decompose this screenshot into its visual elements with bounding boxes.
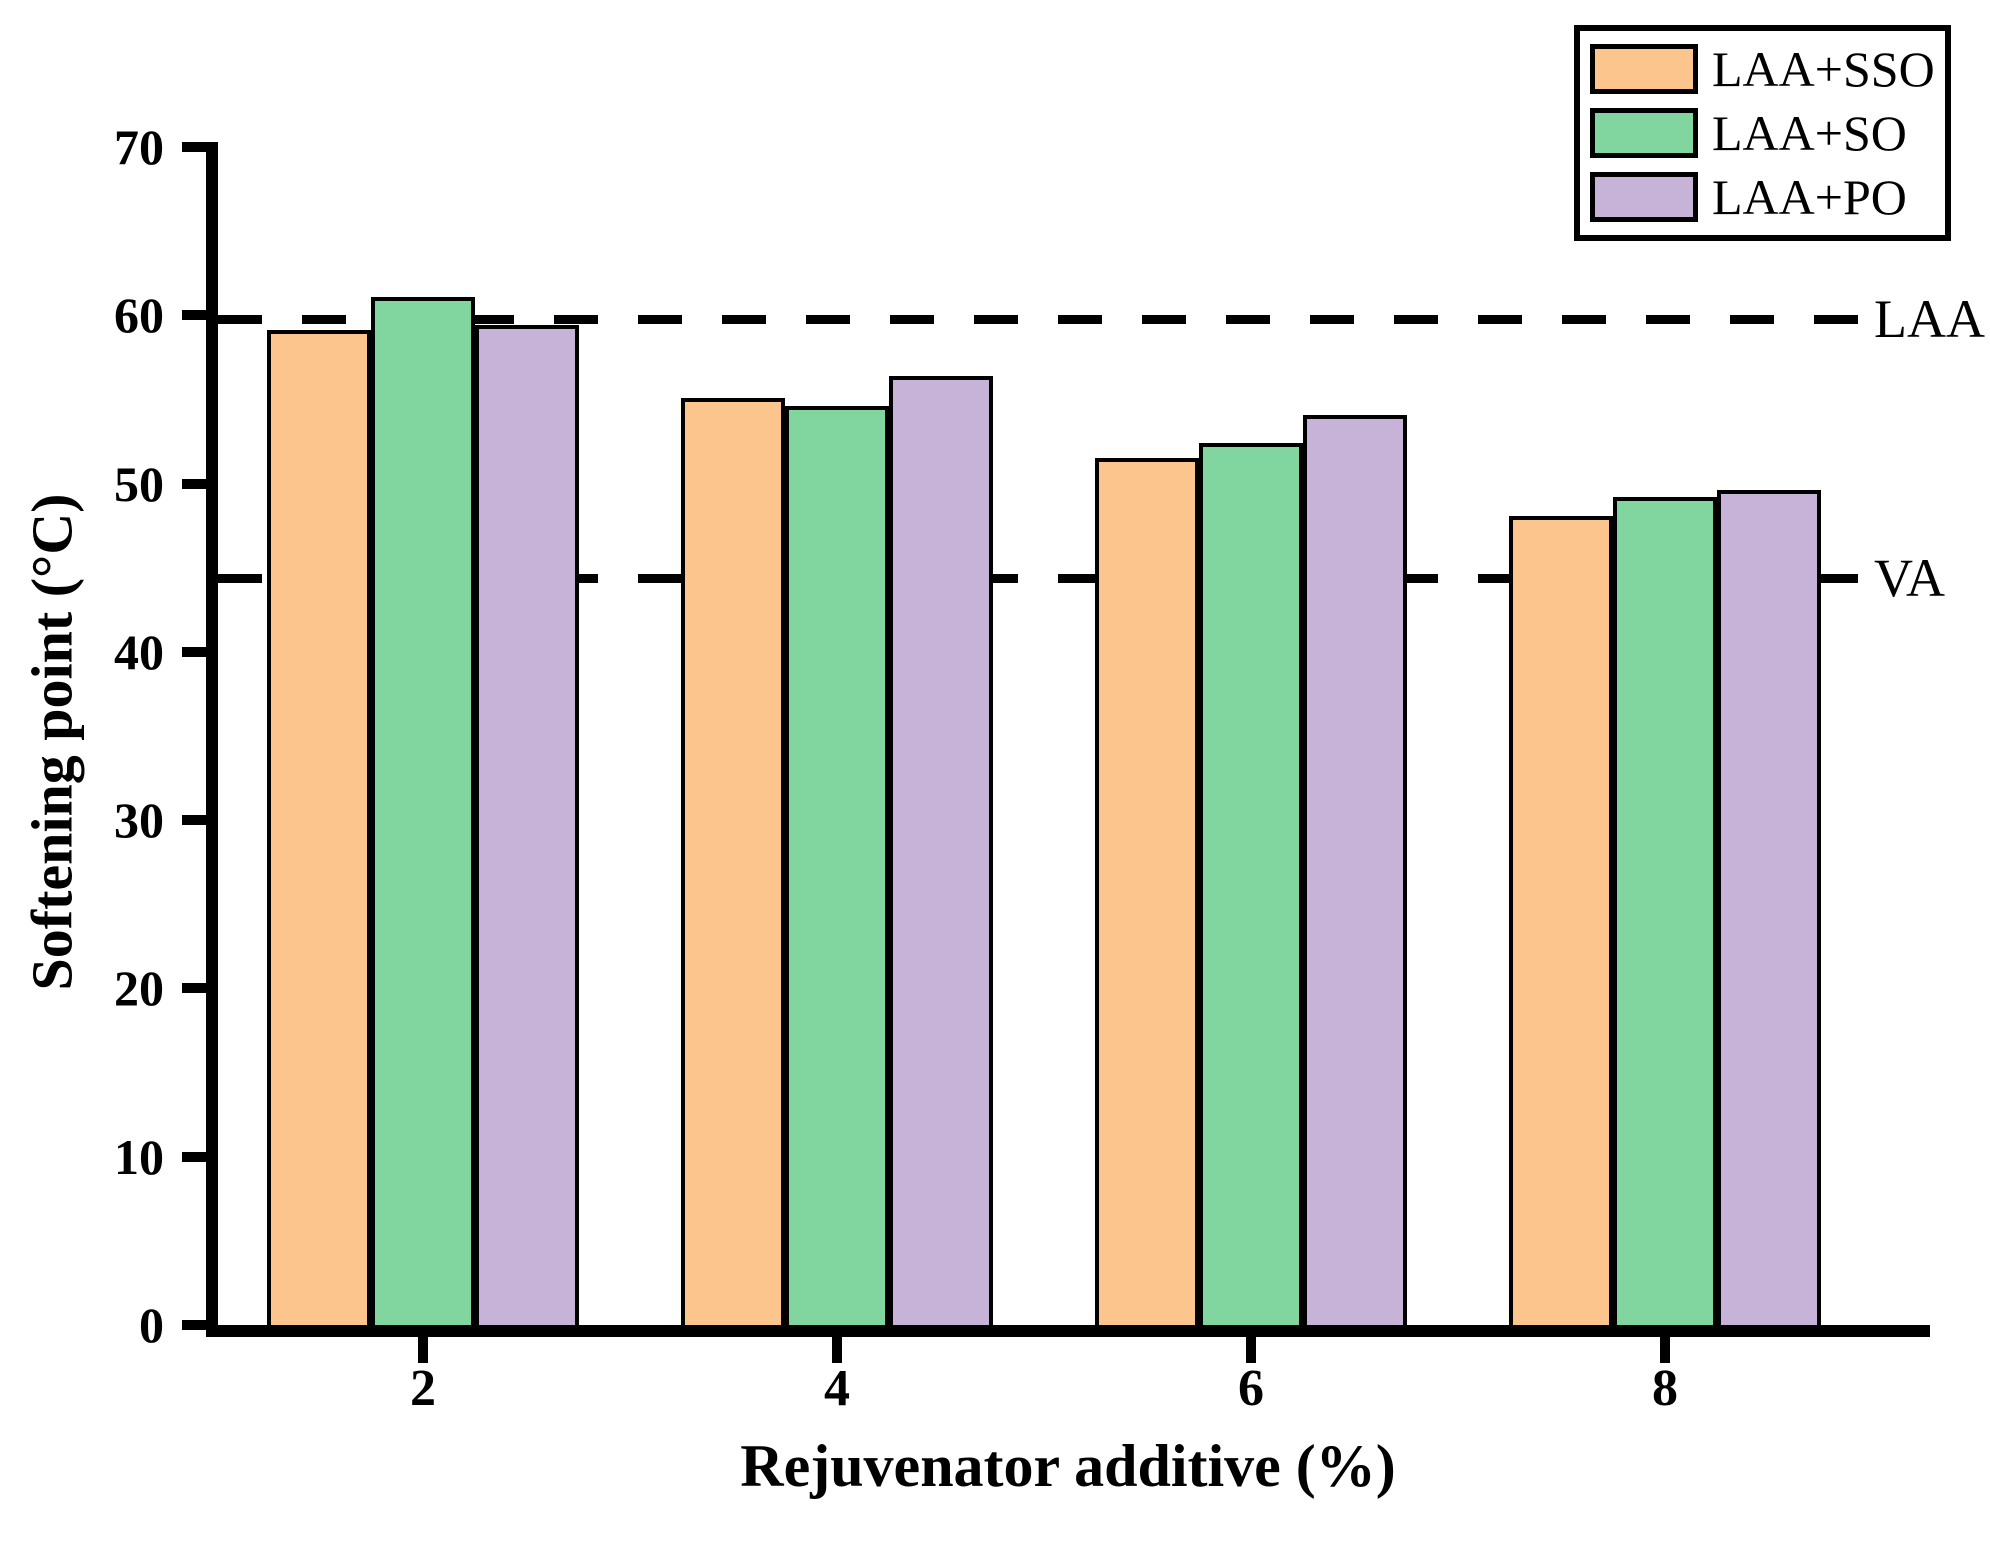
bar-laa-so-6 — [1199, 443, 1303, 1325]
legend-swatch — [1590, 44, 1698, 94]
legend-label: LAA+PO — [1712, 169, 1907, 225]
x-axis-tick-label: 2 — [410, 1360, 436, 1417]
y-axis-tick-label: 50 — [114, 455, 164, 512]
y-axis-tick — [182, 310, 218, 321]
bar-group-6 — [1095, 415, 1407, 1325]
y-axis-tick — [182, 478, 218, 489]
bar-group-4 — [681, 376, 993, 1325]
reference-line-label-laa: LAA — [1874, 288, 1985, 349]
legend-swatch — [1590, 108, 1698, 158]
bar-laa-sso-8 — [1509, 516, 1613, 1325]
y-axis-tick-label: 20 — [114, 960, 164, 1017]
y-axis-tick-label: 70 — [114, 119, 164, 175]
y-axis-tick — [182, 142, 218, 152]
reference-line-laa — [218, 314, 1868, 324]
y-axis-tick — [182, 1151, 218, 1162]
x-axis-tick — [418, 1337, 428, 1363]
reference-line-va — [218, 573, 1868, 583]
bar-group-8 — [1509, 490, 1821, 1325]
bar-laa-po-4 — [889, 376, 993, 1325]
y-axis-tick — [182, 646, 218, 657]
legend-label: LAA+SO — [1712, 105, 1907, 161]
bar-laa-po-8 — [1717, 490, 1821, 1325]
reference-line-label-va: VA — [1874, 547, 1946, 608]
bar-laa-sso-2 — [267, 330, 371, 1325]
y-axis-tick — [182, 1320, 218, 1330]
legend-label: LAA+SSO — [1712, 41, 1935, 97]
x-axis-tick-label: 6 — [1238, 1360, 1264, 1417]
bar-laa-so-4 — [785, 406, 889, 1325]
y-axis-tick-label: 10 — [114, 1128, 164, 1185]
bar-laa-sso-4 — [681, 398, 785, 1325]
bar-laa-so-8 — [1613, 497, 1717, 1325]
y-axis-tick — [182, 815, 218, 826]
x-axis-tick-label: 8 — [1652, 1360, 1678, 1417]
bar-laa-po-2 — [475, 325, 579, 1325]
x-axis-tick — [832, 1337, 842, 1363]
legend-swatch — [1590, 172, 1698, 222]
bar-laa-so-2 — [371, 297, 475, 1325]
legend-item-laa-so: LAA+SO — [1590, 101, 1935, 165]
y-axis-tick-label: 30 — [114, 792, 164, 849]
x-axis-title: Rejuvenator additive (%) — [740, 1433, 1396, 1499]
y-axis-title: Softening point (°C) — [19, 493, 85, 991]
x-axis-tick — [1246, 1337, 1256, 1363]
legend-item-laa-sso: LAA+SSO — [1590, 37, 1935, 101]
x-axis-tick-label: 4 — [824, 1360, 850, 1417]
x-axis-tick — [1660, 1337, 1670, 1363]
y-axis-tick-label: 60 — [114, 287, 164, 344]
y-axis-tick-label: 0 — [139, 1297, 164, 1353]
legend-item-laa-po: LAA+PO — [1590, 165, 1935, 229]
y-axis-tick — [182, 983, 218, 994]
bar-group-2 — [267, 297, 579, 1325]
bar-laa-po-6 — [1303, 415, 1407, 1325]
legend: LAA+SSO LAA+SO LAA+PO — [1574, 25, 1951, 241]
bar-laa-sso-6 — [1095, 458, 1199, 1325]
y-axis-tick-label: 40 — [114, 623, 164, 680]
plot-area: LAA VA 0 10 20 30 40 50 60 70 2 4 6 8 — [114, 119, 1985, 1417]
